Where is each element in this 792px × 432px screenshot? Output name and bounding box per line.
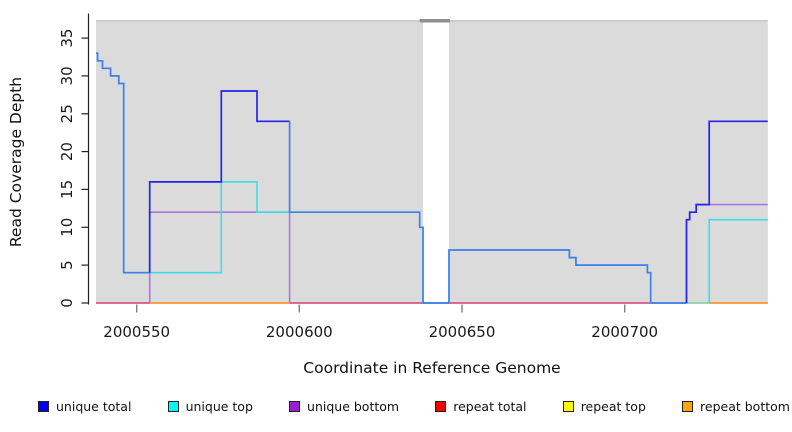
coverage-region-panel: [96, 20, 423, 303]
legend-swatch: [435, 401, 447, 412]
x-tick-label: 2000700: [591, 323, 658, 341]
series-line-unique-total: [685, 120, 768, 303]
x-tick-label: 2000600: [266, 323, 333, 341]
series-line-unique-total: [96, 52, 150, 274]
y-axis-title: Read Coverage Depth: [7, 77, 25, 247]
legend-swatch: [167, 401, 179, 412]
legend-label: unique total: [56, 399, 132, 414]
legend-label: unique bottom: [307, 399, 400, 414]
legend-label: unique top: [185, 399, 253, 414]
series-line-unique-total: [148, 90, 290, 273]
legend-item-unique-total: unique total: [38, 399, 131, 414]
legend-swatch: [682, 401, 694, 412]
plot-canvas: 0 5 10 15 20 25 30 35 2000550 2000600 2000650 20007…: [7, 13, 768, 377]
legend-label: repeat top: [580, 399, 646, 414]
legend: unique total unique top unique bottom repea…: [38, 399, 790, 414]
x-axis-title: Coordinate in Reference Genome: [303, 359, 560, 377]
coverage-region-panel: [449, 20, 768, 303]
y-tick-label: 20: [58, 142, 76, 161]
plot-background-panels: [96, 19, 768, 303]
x-tick-label: 2000550: [103, 323, 170, 341]
legend-label: repeat total: [453, 399, 527, 414]
legend-item-unique-bottom: unique bottom: [289, 399, 399, 414]
y-tick-label: 10: [58, 218, 76, 237]
legend-item-unique-top: unique top: [167, 399, 253, 414]
legend-item-repeat-bottom: repeat bottom: [682, 399, 790, 414]
legend-item-repeat-top: repeat top: [562, 399, 646, 414]
legend-item-repeat-total: repeat total: [435, 399, 527, 414]
legend-swatch: [562, 401, 574, 412]
y-tick-label: 30: [58, 66, 76, 85]
series-line-unique-total: [288, 121, 687, 304]
y-tick-label: 15: [58, 180, 76, 199]
legend-label: repeat bottom: [700, 399, 790, 414]
y-tick-label: 5: [58, 260, 76, 270]
axes: 0 5 10 15 20 25 30 35 2000550 2000600 2000650 20007…: [58, 13, 658, 341]
coverage-step-lines: [96, 52, 768, 304]
y-tick-label: 35: [58, 29, 76, 48]
legend-swatch: [38, 401, 49, 412]
gap-annotation-bar: [419, 19, 450, 23]
legend-swatch: [289, 401, 301, 412]
y-tick-label: 0: [58, 298, 76, 308]
y-tick-label: 25: [58, 104, 76, 123]
x-tick-label: 2000650: [429, 323, 496, 341]
